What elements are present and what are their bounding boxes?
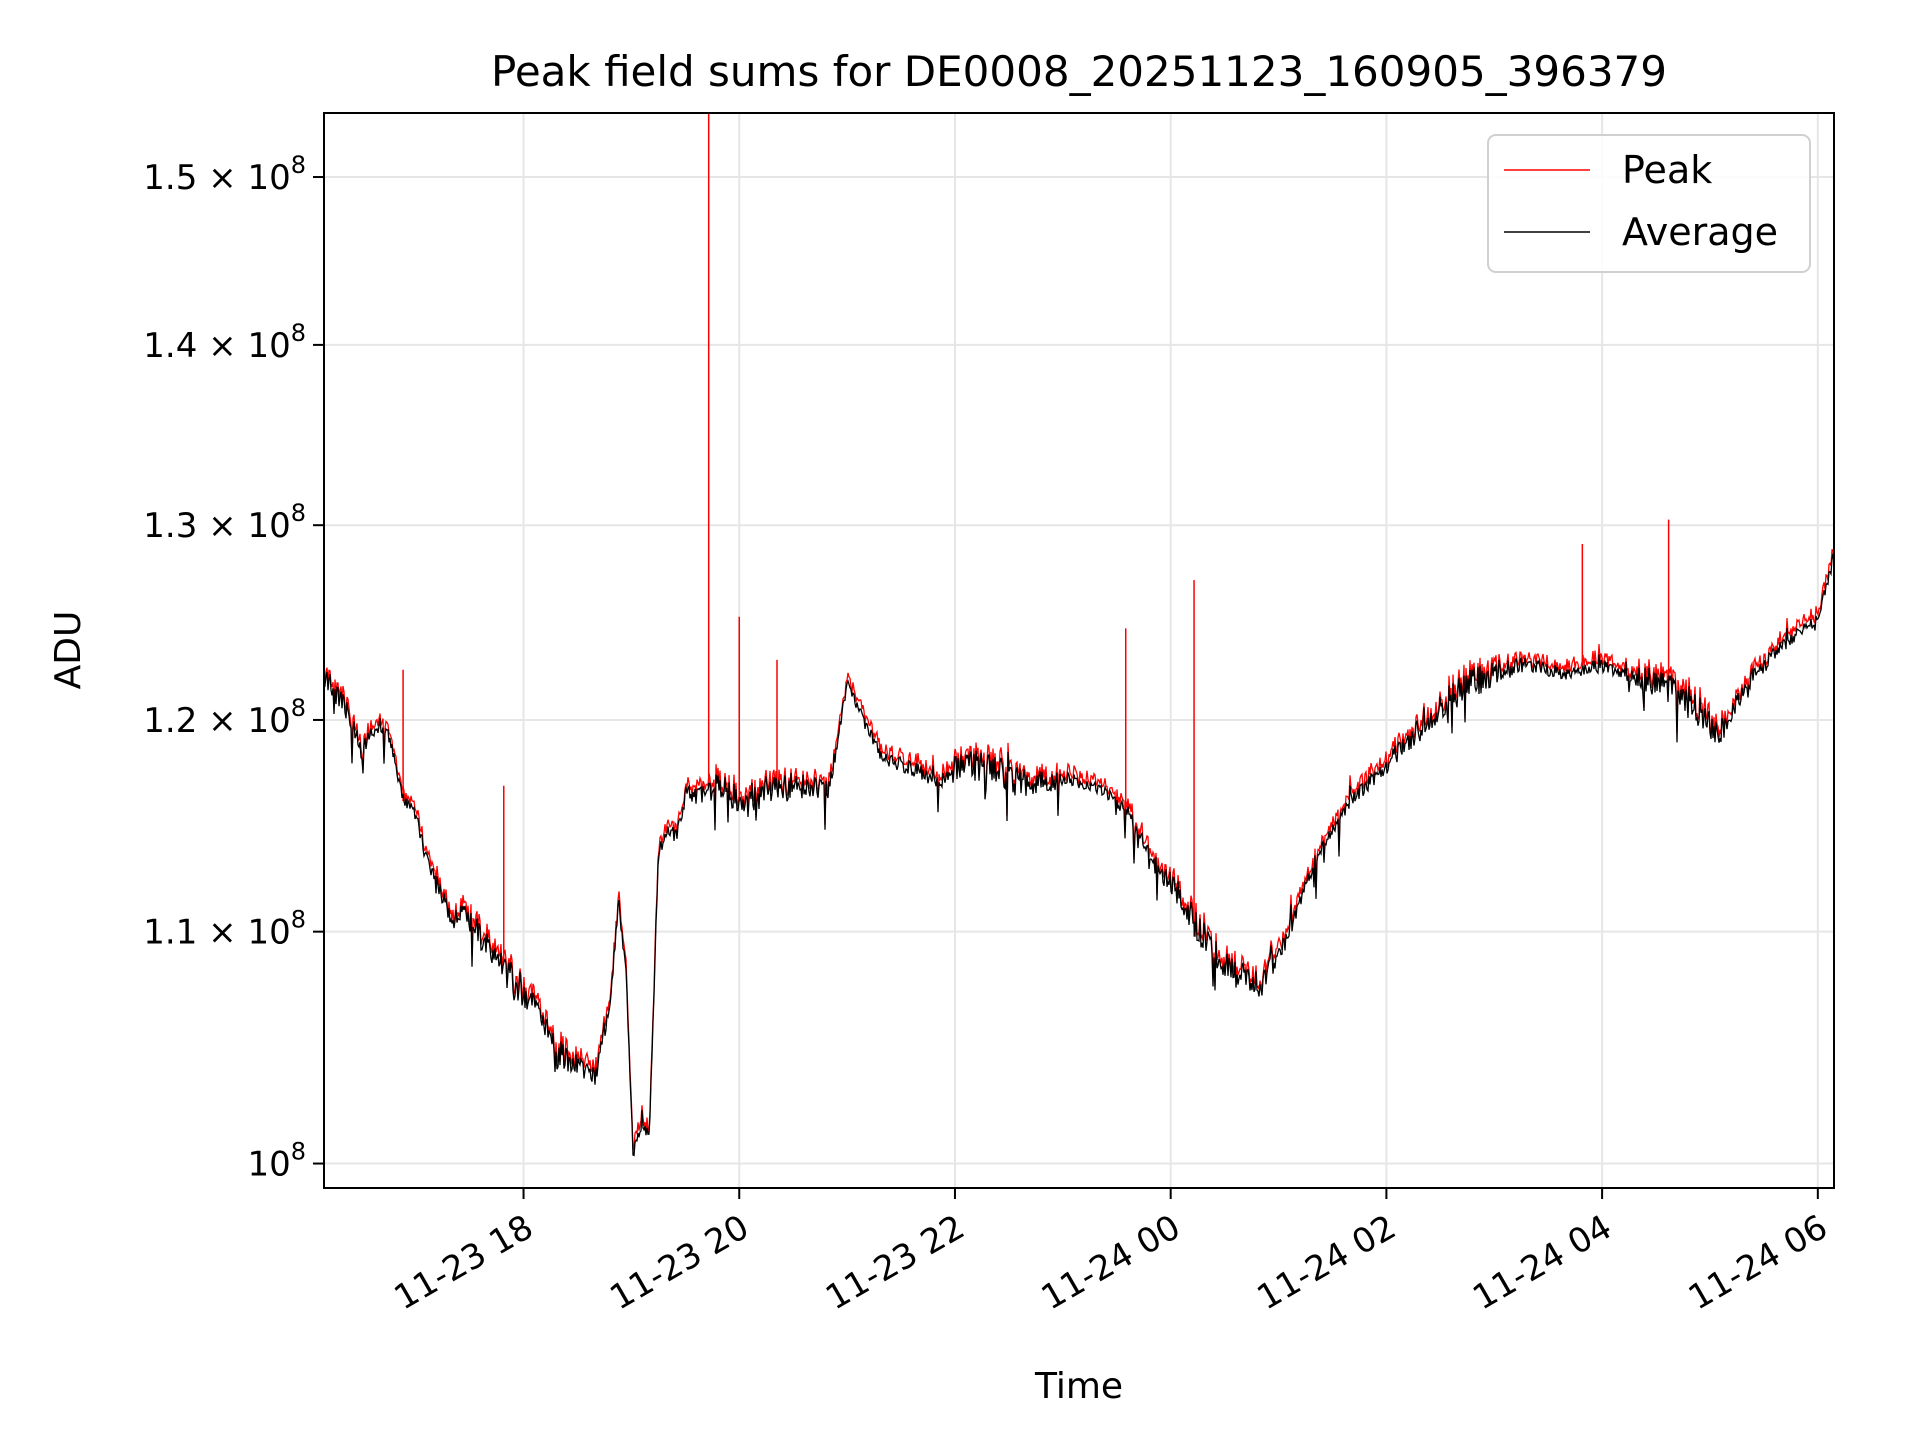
axes-frame <box>323 112 1835 1189</box>
x-axis-label: Time <box>1034 1366 1123 1407</box>
y-tick-label: 1.5 × 108 <box>143 151 306 198</box>
y-tick-label: 1.1 × 108 <box>143 906 306 953</box>
y-tick-label: 1.4 × 108 <box>143 319 306 366</box>
legend-average-label: Average <box>1622 210 1778 254</box>
legend-peak-label: Peak <box>1622 148 1712 192</box>
grid <box>324 113 1834 1188</box>
y-axis-label: ADU <box>48 611 89 690</box>
y-tick-label: 1.2 × 108 <box>143 694 306 741</box>
chart-title: Peak field sums for DE0008_20251123_1609… <box>491 47 1667 96</box>
legend: Peak Average <box>1487 134 1811 273</box>
plot-area <box>323 113 1835 1157</box>
y-tick-label: 1.3 × 108 <box>143 499 306 546</box>
average-series-line <box>323 553 1835 1157</box>
